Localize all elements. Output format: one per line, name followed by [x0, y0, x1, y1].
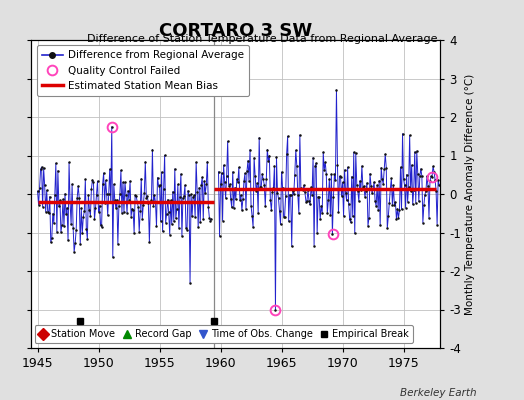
Legend: Station Move, Record Gap, Time of Obs. Change, Empirical Break: Station Move, Record Gap, Time of Obs. C…: [35, 325, 412, 343]
Y-axis label: Monthly Temperature Anomaly Difference (°C): Monthly Temperature Anomaly Difference (…: [465, 73, 475, 315]
Text: Berkeley Earth: Berkeley Earth: [400, 388, 477, 398]
Title: CORTARO 3 SW: CORTARO 3 SW: [159, 22, 312, 40]
Text: Difference of Station Temperature Data from Regional Average: Difference of Station Temperature Data f…: [87, 34, 437, 44]
